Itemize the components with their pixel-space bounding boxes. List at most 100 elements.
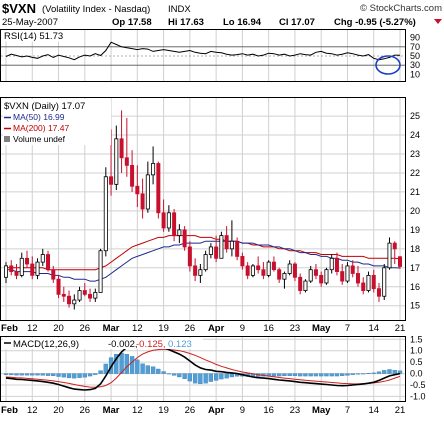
macd-x-axis-label: 12 bbox=[132, 405, 143, 416]
candle-body bbox=[261, 269, 266, 276]
candle-body bbox=[397, 256, 402, 267]
candle-body bbox=[292, 263, 297, 278]
macd-x-axis-label: May bbox=[312, 405, 331, 416]
candle-body bbox=[366, 274, 371, 291]
macd-x-axis-label: Feb bbox=[1, 405, 18, 416]
quote-high: Hi 17.63 bbox=[168, 17, 204, 28]
candle-body bbox=[77, 290, 82, 301]
macd-histogram-bar bbox=[213, 373, 219, 381]
candle-body bbox=[9, 265, 14, 272]
macd-histogram-bar bbox=[277, 373, 282, 377]
macd-histogram-bar bbox=[145, 365, 150, 374]
macd-histogram-bar bbox=[93, 373, 98, 375]
macd-histogram-bar bbox=[303, 373, 308, 377]
candle-body bbox=[135, 185, 140, 195]
macd-x-axis-label: 16 bbox=[263, 405, 274, 416]
rsi-line bbox=[5, 41, 401, 61]
macd-histogram-bar bbox=[313, 373, 319, 377]
ma200-line bbox=[6, 235, 401, 271]
price-x-axis-label: 16 bbox=[263, 323, 274, 334]
price-tick-label: 18 bbox=[410, 244, 420, 254]
macd-histogram-bar bbox=[166, 373, 172, 375]
macd-histogram-bar bbox=[203, 373, 208, 384]
macd-histogram-bar bbox=[397, 370, 403, 374]
candle-body bbox=[345, 265, 350, 282]
price-x-axis-label: 12 bbox=[132, 323, 143, 334]
macd-x-axis-label: 14 bbox=[368, 405, 379, 416]
candle-body bbox=[140, 193, 145, 210]
macd-value: -0.002, bbox=[108, 339, 138, 350]
candle-body bbox=[256, 265, 261, 271]
price-tick-label: 24 bbox=[410, 130, 420, 140]
macd-histogram-bar bbox=[14, 373, 19, 376]
macd-histogram-bar bbox=[329, 373, 334, 377]
macd-histogram-bar bbox=[150, 366, 156, 374]
macd-histogram-bar bbox=[308, 373, 313, 377]
candle-body bbox=[109, 176, 114, 185]
macd-histogram-bar bbox=[392, 369, 397, 374]
macd-histogram-bar bbox=[51, 373, 56, 377]
macd-histogram-value: 0.123 bbox=[168, 339, 192, 350]
legend-volume: Volume undef bbox=[13, 134, 66, 144]
candle-body bbox=[88, 293, 93, 299]
macd-histogram-bar bbox=[87, 373, 93, 377]
candle-body bbox=[19, 257, 24, 276]
macd-histogram-bar bbox=[208, 373, 214, 382]
symbol-title: $VXN bbox=[2, 1, 36, 16]
price-x-axis-label: 26 bbox=[80, 323, 91, 334]
candle-body bbox=[114, 138, 119, 185]
price-x-axis-label: 19 bbox=[158, 323, 169, 334]
macd-x-axis-label: Mar bbox=[103, 405, 120, 416]
candle-body bbox=[145, 174, 150, 210]
macd-histogram-bar bbox=[187, 373, 193, 382]
candle-body bbox=[382, 267, 387, 297]
price-x-axis-label: May bbox=[312, 323, 331, 334]
candle-body bbox=[51, 269, 56, 280]
down-arrow-icon bbox=[434, 19, 442, 24]
candle-body bbox=[235, 240, 240, 257]
price-tick-label: 23 bbox=[410, 149, 420, 159]
macd-histogram-bar bbox=[114, 353, 119, 374]
candle-body bbox=[319, 274, 324, 284]
rsi-tick-label: 10 bbox=[410, 69, 420, 79]
macd-x-axis-label: 26 bbox=[80, 405, 91, 416]
rsi-label: RSI(14) 51.73 bbox=[4, 31, 63, 42]
macd-x-axis-label: 21 bbox=[395, 405, 406, 416]
candle-body bbox=[166, 212, 171, 229]
candle-body bbox=[287, 263, 292, 274]
candle-body bbox=[219, 235, 224, 259]
macd-histogram-bar bbox=[35, 373, 40, 376]
price-x-axis-label: 20 bbox=[53, 323, 64, 334]
price-x-axis-label: 23 bbox=[290, 323, 301, 334]
candle-body bbox=[313, 269, 318, 276]
macd-histogram-bar bbox=[224, 373, 229, 379]
macd-histogram-bar bbox=[319, 373, 324, 377]
macd-histogram-bar bbox=[9, 373, 14, 376]
macd-histogram-bar bbox=[98, 370, 103, 374]
candle-body bbox=[282, 273, 287, 280]
source-credit: © StockCharts.com bbox=[360, 3, 442, 14]
macd-histogram-bar bbox=[77, 373, 82, 378]
macd-tick-label: -1.0 bbox=[410, 391, 426, 401]
price-x-axis-label: 21 bbox=[395, 323, 406, 334]
macd-histogram-bar bbox=[135, 359, 140, 374]
macd-x-axis-label: 26 bbox=[185, 405, 196, 416]
macd-histogram-bar bbox=[271, 373, 277, 377]
candle-body bbox=[245, 265, 250, 276]
candle-body bbox=[56, 278, 61, 295]
macd-histogram-bar bbox=[324, 373, 329, 377]
candle-body bbox=[376, 288, 381, 297]
candle-body bbox=[172, 212, 177, 236]
macd-histogram-bar bbox=[171, 373, 177, 376]
candle-body bbox=[30, 263, 35, 276]
candle-body bbox=[61, 293, 66, 297]
candle-body bbox=[303, 280, 308, 291]
macd-histogram-bar bbox=[198, 373, 203, 385]
price-legend-bg bbox=[3, 99, 111, 145]
macd-histogram-bar bbox=[72, 373, 77, 379]
candle-body bbox=[355, 273, 360, 284]
candle-body bbox=[177, 229, 182, 236]
macd-histogram-bar bbox=[298, 373, 303, 377]
candle-body bbox=[361, 282, 366, 291]
